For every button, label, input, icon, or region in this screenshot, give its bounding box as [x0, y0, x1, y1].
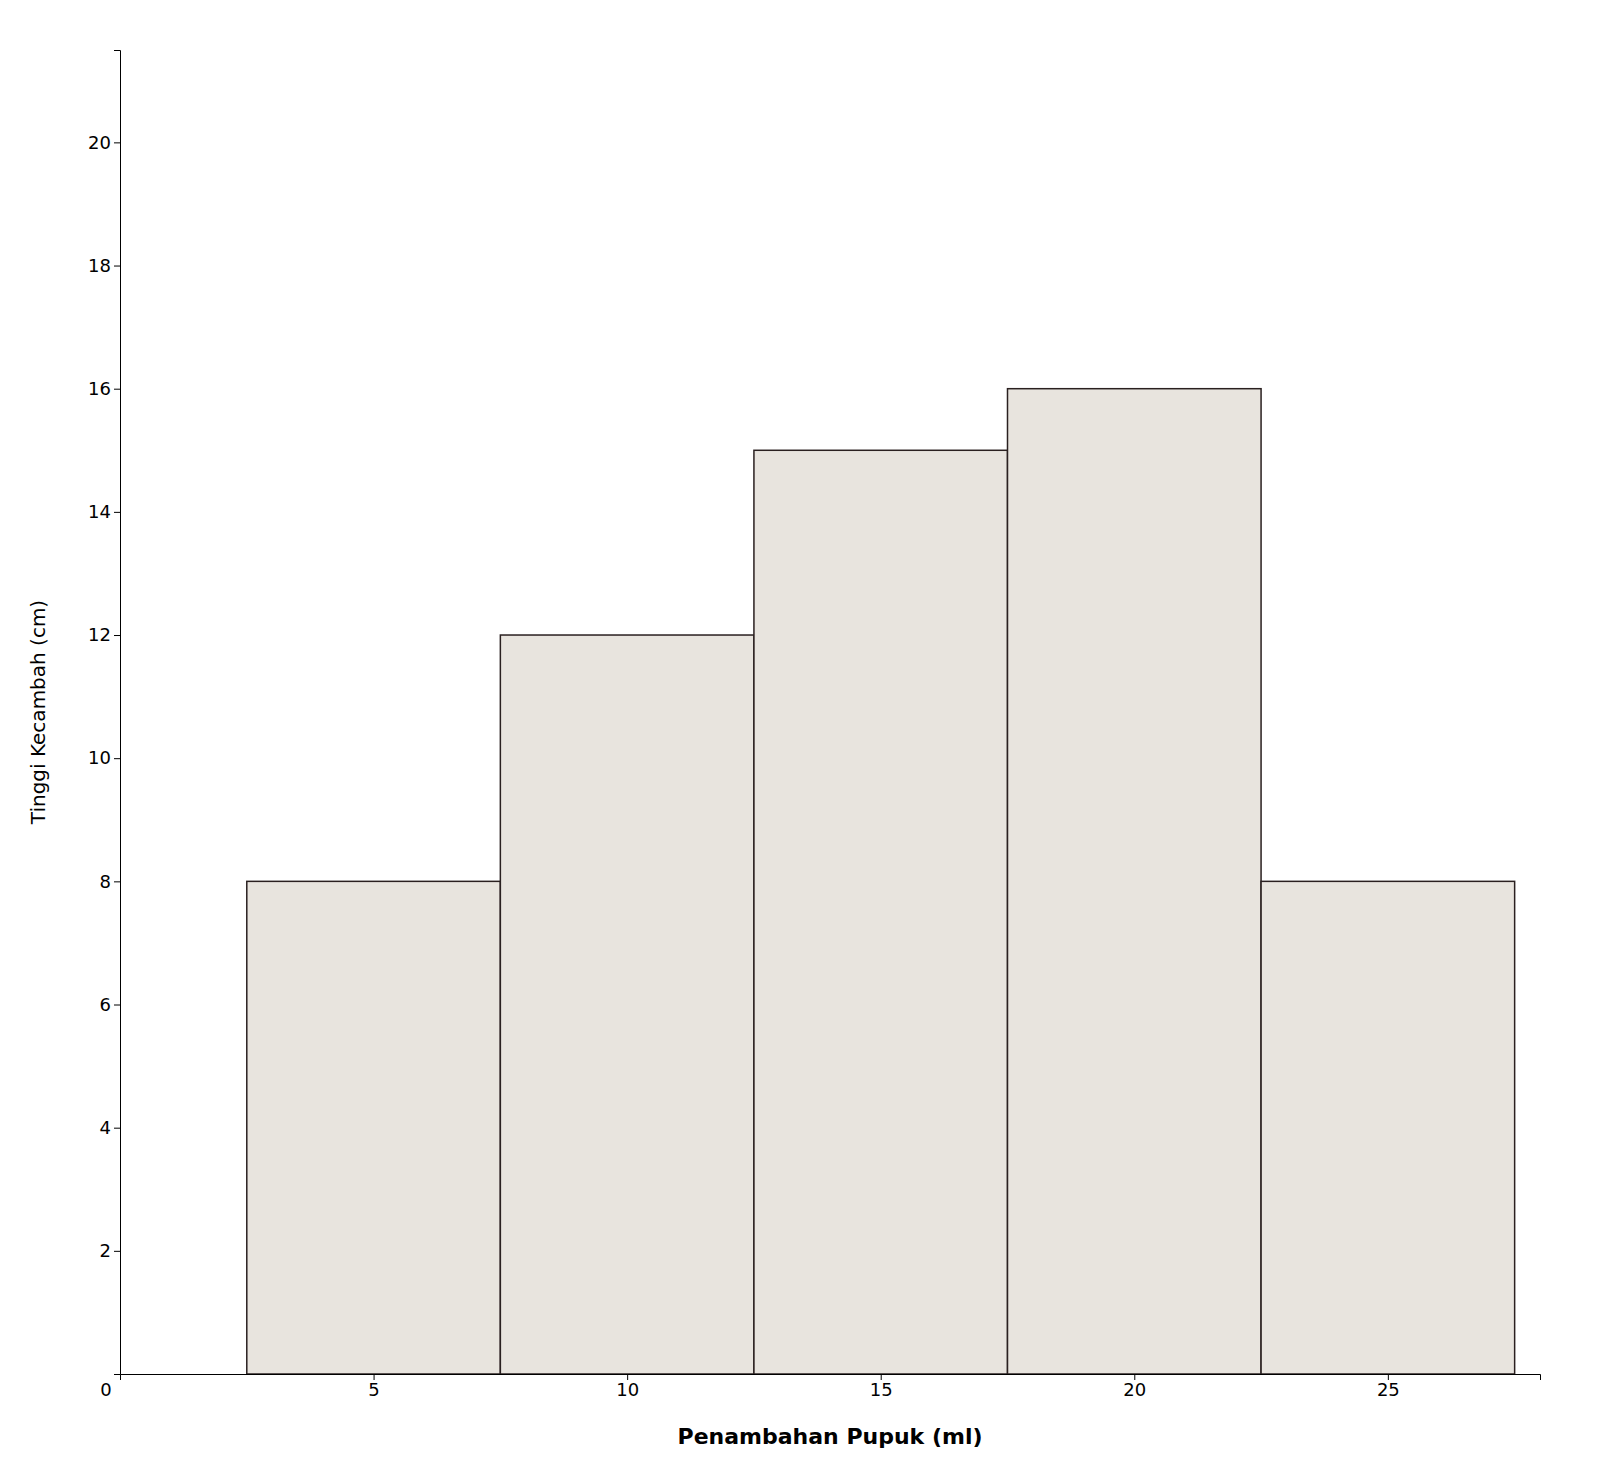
y-tick-mark [114, 1128, 120, 1129]
y-tick: 12 [88, 624, 120, 645]
bar [247, 881, 501, 1374]
y-tick-label: 20 [88, 132, 111, 153]
bar [1261, 881, 1515, 1374]
x-tick-label: 20 [1123, 1379, 1146, 1400]
y-tick-label: 10 [88, 747, 111, 768]
plot-root: 5 10 15 20 25 2 4 6 8 10 12 14 16 18 20 0 Penambahan Pup… [26, 51, 1541, 1450]
y-tick-label: 16 [88, 378, 111, 399]
y-tick-label: 8 [100, 871, 111, 892]
x-axis-title: Penambahan Pupuk (ml) [678, 1424, 983, 1449]
y-tick-label: 6 [100, 994, 111, 1015]
annotation: 0 [100, 1379, 111, 1400]
x-tick-label: 15 [870, 1379, 893, 1400]
y-tick-mark [114, 389, 120, 390]
y-tick: 20 [88, 132, 120, 153]
y-tick: 6 [100, 994, 120, 1015]
x-tick: 25 [1377, 1374, 1400, 1400]
x-tick: 20 [1123, 1374, 1146, 1400]
y-tick-mark [114, 881, 120, 882]
bar [500, 635, 754, 1374]
x-tick-label: 5 [368, 1379, 379, 1400]
y-tick: 18 [88, 255, 120, 276]
y-tick-mark [114, 512, 120, 513]
x-tick: 5 [368, 1374, 379, 1400]
y-tick-mark [114, 635, 120, 636]
y-tick-label: 4 [100, 1117, 111, 1138]
y-tick: 2 [100, 1240, 120, 1261]
y-tick-mark [114, 142, 120, 143]
x-axis-line [121, 1375, 1541, 1381]
chart-svg: 5 10 15 20 25 2 4 6 8 10 12 14 16 18 20 0 Penambahan Pup… [0, 0, 1600, 1484]
y-tick-label: 12 [88, 624, 111, 645]
y-axis: 2 4 6 8 10 12 14 16 18 20 [88, 51, 120, 1375]
bar [754, 450, 1008, 1374]
y-tick-mark [114, 266, 120, 267]
x-tick-label: 10 [616, 1379, 639, 1400]
x-axis: 5 10 15 20 25 [121, 1374, 1541, 1400]
y-tick: 8 [100, 871, 120, 892]
y-axis-title: Tinggi Kecambah (cm) [26, 600, 50, 825]
y-tick-mark [114, 758, 120, 759]
y-tick: 16 [88, 378, 120, 399]
y-axis-line [114, 51, 121, 1375]
y-tick-mark [114, 1005, 120, 1006]
y-tick-label: 18 [88, 255, 111, 276]
y-tick-label: 2 [100, 1240, 111, 1261]
y-tick-label: 14 [88, 501, 111, 522]
x-tick-label: 25 [1377, 1379, 1400, 1400]
y-tick: 14 [88, 501, 120, 522]
bars [247, 389, 1515, 1374]
y-tick: 10 [88, 747, 120, 768]
bar [1008, 389, 1262, 1374]
y-tick-mark [114, 1251, 120, 1252]
x-tick: 10 [616, 1374, 639, 1400]
y-tick: 4 [100, 1117, 120, 1138]
x-tick: 15 [870, 1374, 893, 1400]
